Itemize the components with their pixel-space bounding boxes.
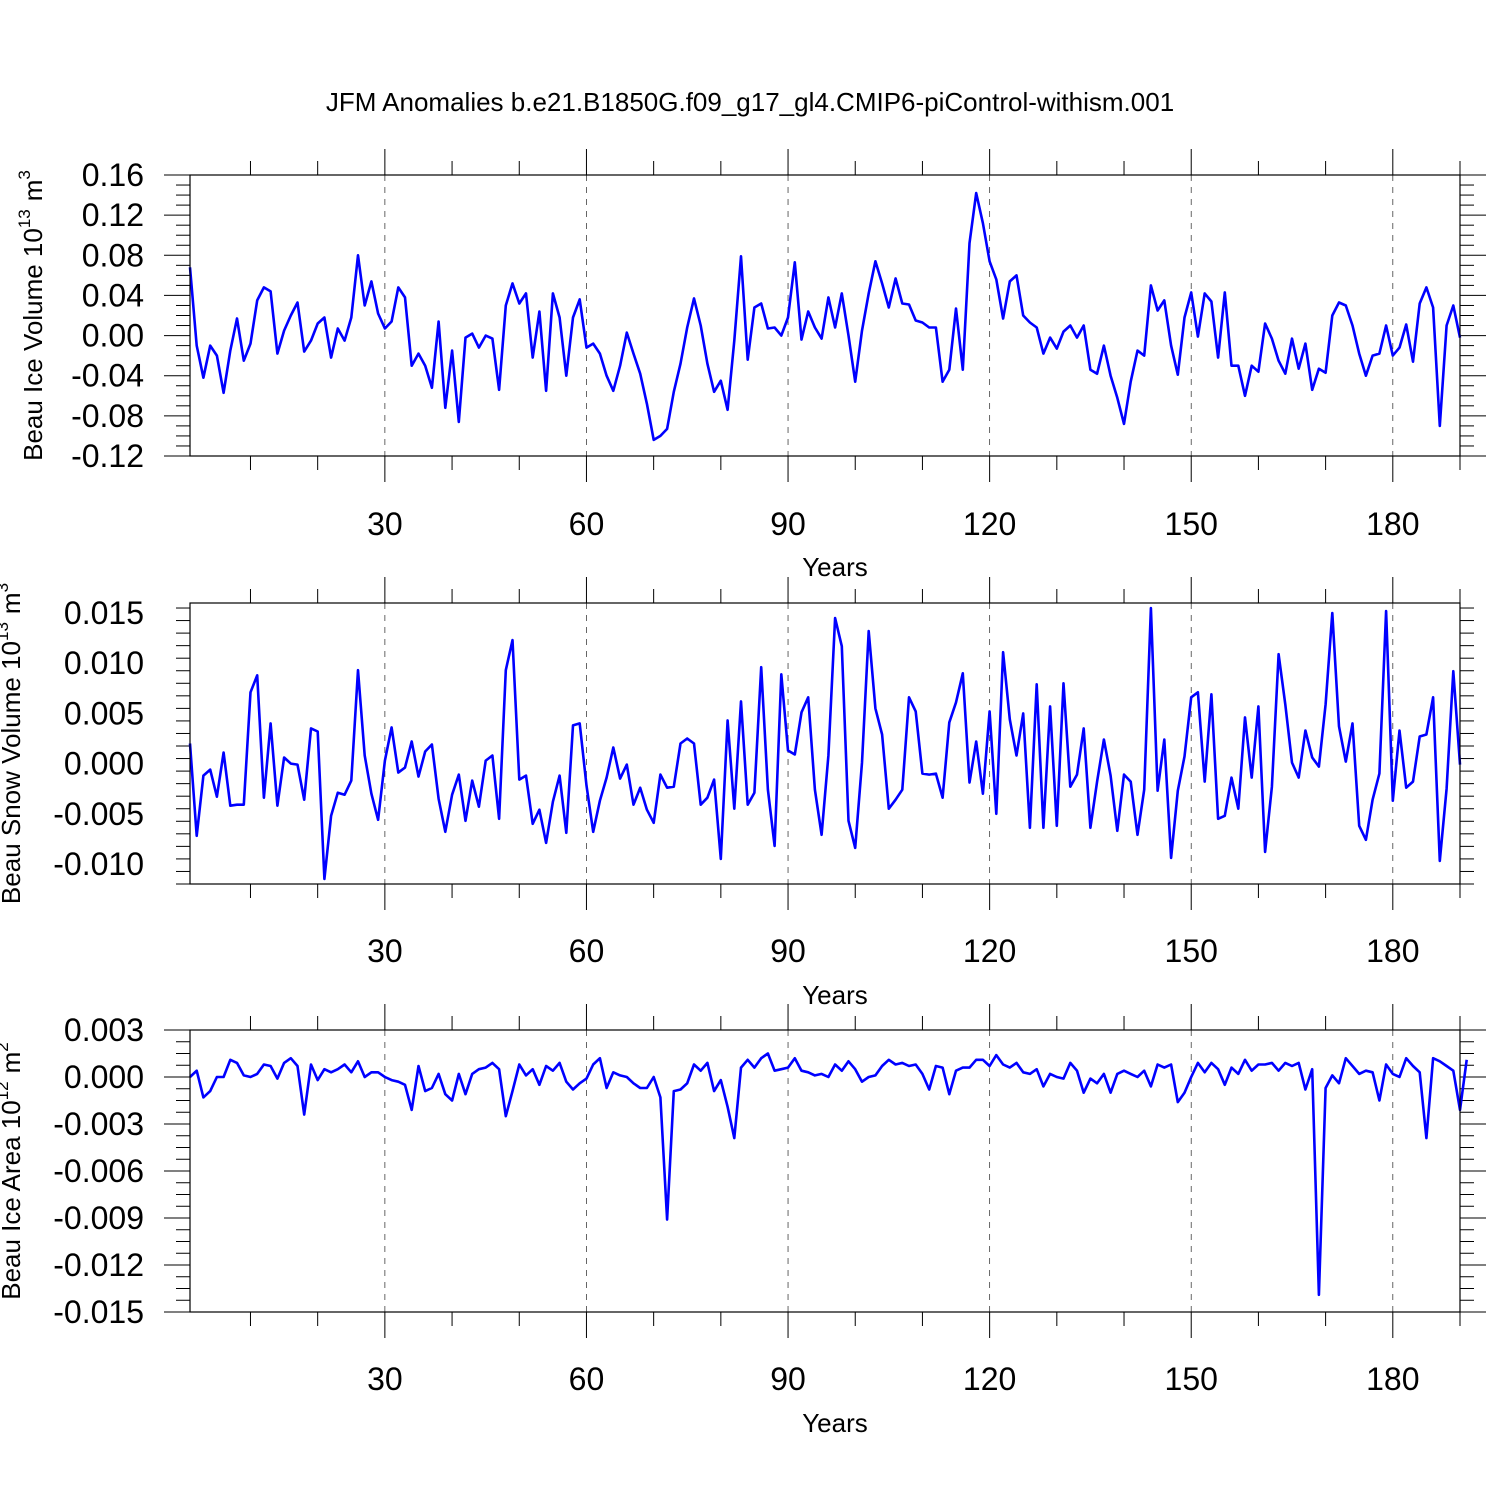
x-tick-label: 30 — [367, 506, 403, 542]
y-tick-label: -0.04 — [71, 358, 144, 394]
y-axis-label: Beau Snow Volume 1013 m3 — [0, 583, 26, 904]
series-line — [188, 191, 1462, 442]
y-axis-label: Beau Ice Area 1012 m2 — [0, 1042, 26, 1300]
y-tick-label: 0.12 — [82, 197, 144, 233]
x-tick-label: 90 — [770, 506, 806, 542]
y-axis-label: Beau Ice Volume 1013 m3 — [15, 170, 48, 461]
y-axis-label-unit-exponent: 3 — [15, 170, 34, 179]
y-axis-label-unit-exponent: 2 — [0, 1042, 12, 1051]
x-axis-label: Years — [802, 1408, 868, 1438]
y-tick-label: 0.005 — [64, 695, 144, 731]
chart-panel-3: -0.015 -0.012 -0.009 -0.006 -0.003 0.000 0.003… — [0, 1004, 1486, 1438]
x-tick-label: 180 — [1366, 1361, 1419, 1397]
x-tick-label: 30 — [367, 1361, 403, 1397]
y-tick-label: -0.009 — [53, 1200, 144, 1236]
x-tick-label: 90 — [770, 1361, 806, 1397]
y-tick-label: -0.015 — [53, 1294, 144, 1330]
series-line — [188, 606, 1462, 881]
x-axis-label: Years — [802, 980, 868, 1010]
y-tick-label: 0.000 — [64, 746, 144, 782]
y-tick-label: 0.16 — [82, 157, 144, 193]
y-tick-label: 0.08 — [82, 237, 144, 273]
y-axis-label-unit: m — [0, 592, 26, 614]
x-tick-label: 150 — [1165, 933, 1218, 969]
x-tick-label: 180 — [1366, 506, 1419, 542]
x-tick-label: 120 — [963, 933, 1016, 969]
plot-frame — [189, 1029, 1461, 1313]
y-tick-label: 0.010 — [64, 645, 144, 681]
y-axis-label-text: Beau Ice Volume 10 — [18, 228, 48, 461]
y-tick-label: -0.005 — [53, 796, 144, 832]
x-tick-label: 60 — [569, 506, 605, 542]
y-tick-label: -0.003 — [53, 1106, 144, 1142]
x-tick-label: 60 — [569, 1361, 605, 1397]
y-tick-label: 0.00 — [82, 318, 144, 354]
x-axis-label: Years — [802, 552, 868, 582]
y-axis-label-unit-exponent: 3 — [0, 583, 12, 592]
series-line — [189, 1052, 1468, 1297]
y-tick-label: 0.04 — [82, 277, 144, 313]
y-axis-label-exponent: 13 — [15, 209, 34, 228]
x-tick-label: 150 — [1165, 1361, 1218, 1397]
y-tick-label: -0.012 — [53, 1247, 144, 1283]
x-tick-label: 120 — [963, 506, 1016, 542]
chart-title: JFM Anomalies b.e21.B1850G.f09_g17_gl4.C… — [326, 87, 1174, 117]
x-tick-label: 180 — [1366, 933, 1419, 969]
x-tick-label: 30 — [367, 933, 403, 969]
y-axis-label-exponent: 12 — [0, 1081, 12, 1100]
y-axis-label-exponent: 13 — [0, 622, 12, 641]
y-axis-label-unit: m — [18, 180, 48, 202]
plot-frame — [189, 174, 1461, 457]
y-tick-label: 0.000 — [64, 1059, 144, 1095]
y-tick-label: -0.006 — [53, 1153, 144, 1189]
x-tick-label: 90 — [770, 933, 806, 969]
x-tick-label: 60 — [569, 933, 605, 969]
chart-panels: -0.12 -0.08 -0.04 0.00 0.04 0.08 0.12 0.16 30 60 9… — [0, 149, 1486, 1438]
chart-panel-2: -0.010 -0.005 0.000 0.005 0.010 0.015 30 60 90 12… — [0, 577, 1474, 1010]
plot-frame — [189, 602, 1461, 885]
y-axis-label-text: Beau Ice Area 10 — [0, 1100, 26, 1299]
y-axis-label-unit: m — [0, 1052, 26, 1074]
y-axis-label-text: Beau Snow Volume 10 — [0, 641, 26, 904]
y-tick-label: -0.08 — [71, 398, 144, 434]
y-tick-label: -0.010 — [53, 846, 144, 882]
chart-panel-1: -0.12 -0.08 -0.04 0.00 0.04 0.08 0.12 0.16 30 60 9… — [15, 149, 1486, 582]
x-tick-label: 150 — [1165, 506, 1218, 542]
y-tick-label: 0.015 — [64, 595, 144, 631]
y-tick-label: -0.12 — [71, 438, 144, 474]
x-tick-label: 120 — [963, 1361, 1016, 1397]
y-tick-label: 0.003 — [64, 1012, 144, 1048]
